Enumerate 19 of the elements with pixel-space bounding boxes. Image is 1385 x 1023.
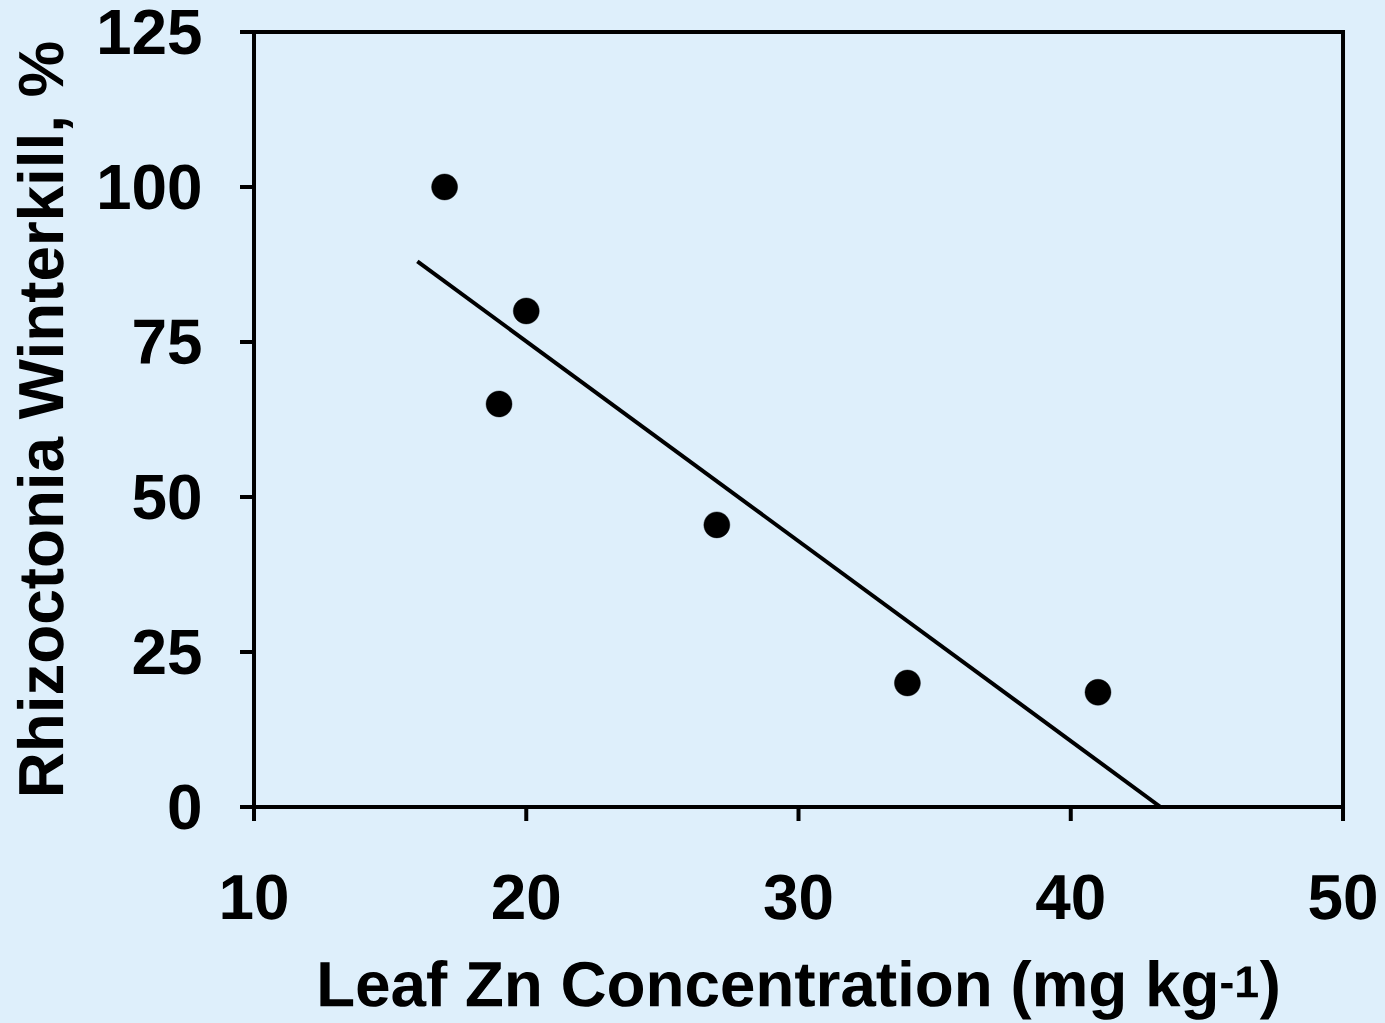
point <box>703 511 731 539</box>
point <box>513 297 540 325</box>
y-tick-label: 0 <box>169 784 200 830</box>
y-tick-label: 75 <box>134 319 201 365</box>
x-tick-label: 40 <box>1036 874 1104 920</box>
x-tick-label: 50 <box>1309 874 1376 920</box>
point <box>1084 679 1112 706</box>
x-axis-title: Leaf Zn Concentration (mg kg$^{-1}$) <box>320 960 1278 1020</box>
point <box>485 390 513 418</box>
point <box>894 669 921 697</box>
y-tick-label: 25 <box>133 629 201 675</box>
x-tick-label: 30 <box>764 874 832 920</box>
y-tick-label: 50 <box>133 474 200 520</box>
y-axis-title: Rhizoctonia Winterkill, % <box>16 42 73 794</box>
x-tick-label: 10 <box>222 874 287 920</box>
point <box>431 173 458 201</box>
x-tick-label: 20 <box>493 874 560 920</box>
y-tick-label: 125 <box>100 9 201 55</box>
y-tick-label: 100 <box>100 164 200 210</box>
